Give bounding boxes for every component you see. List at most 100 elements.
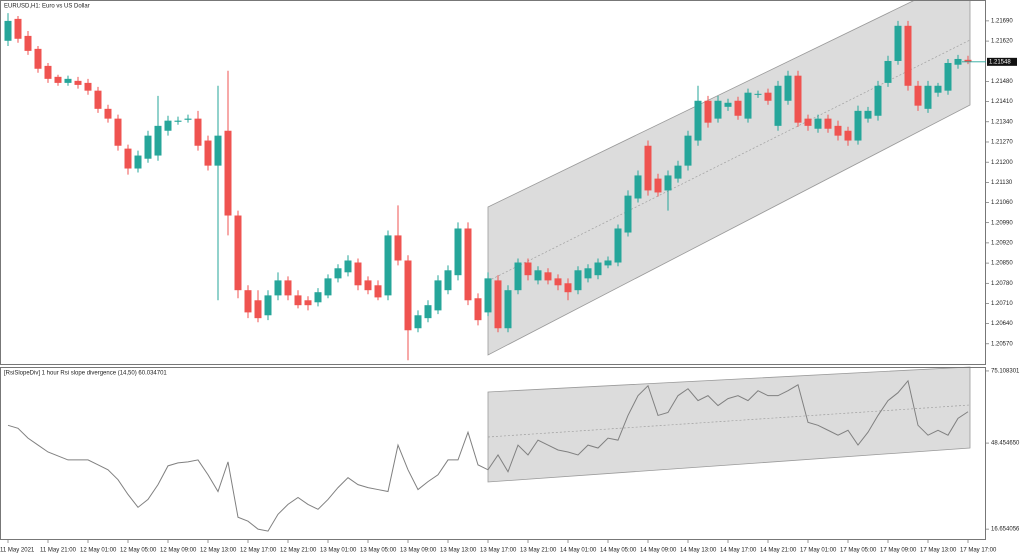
candle-body [4,20,12,41]
y-tick-label: 1.20640 [991,321,1013,327]
candle-body [904,25,912,86]
x-tick-label: 17 May 01:00 [800,548,837,554]
x-tick-label: 14 May 01:00 [560,548,597,554]
y-tick-label: 75.108301 [991,369,1020,375]
x-tick-label: 12 May 17:00 [240,548,277,554]
x-tick-label: 14 May 17:00 [720,548,757,554]
candle-body [424,305,432,319]
candle-body [434,280,442,311]
price-pane [0,0,986,365]
candle-body [584,268,592,279]
candle-body [464,228,472,301]
y-tick-label: 1.21480 [991,79,1013,85]
candle-body [654,178,662,193]
candle-body [104,108,112,119]
candle-body [874,85,882,116]
candle-body [204,140,212,166]
x-tick-label: 12 May 01:00 [80,548,117,554]
x-tick-label: 13 May 09:00 [400,548,437,554]
candle-body [694,100,702,141]
candle-body [934,85,942,93]
last-price-box [987,57,1017,66]
candle-body [124,148,132,169]
candle-body [454,228,462,276]
candle-body [444,270,452,291]
candle-body [844,130,852,141]
x-tick-label: 13 May 13:00 [440,548,477,554]
y-tick-label: 1.20780 [991,281,1013,287]
candle-body [744,92,752,119]
candle-body [264,295,272,316]
x-tick-label: 12 May 13:00 [200,548,237,554]
candle-body [84,82,92,91]
candle-body [224,130,232,216]
candle-body [214,135,222,166]
candle-body [74,80,82,85]
y-tick-label: 1.21060 [991,200,1013,206]
candle-body [674,165,682,179]
candle-body [964,59,972,62]
y-tick-label: 1.21130 [991,180,1013,186]
x-tick-label: 11 May 21:00 [40,548,77,554]
y-tick-label: 1.20850 [991,261,1013,267]
candle-body [764,92,772,101]
candle-body [274,280,282,296]
candle-body [34,48,42,69]
x-tick-label: 13 May 01:00 [320,548,357,554]
candle-body [44,65,52,79]
y-tick-label: 1.20990 [991,220,1013,226]
x-tick-label: 17 May 17:00 [960,548,997,554]
candle-body [14,18,22,39]
indicator-channel [487,366,971,483]
candle-body [134,155,142,169]
candle-body [374,285,382,298]
candle-body [514,262,522,291]
candle-body [614,228,622,263]
x-tick-label: 14 May 09:00 [640,548,677,554]
candle-body [254,300,262,319]
candle-body [314,292,322,303]
candle-body [594,262,602,276]
candle-body [834,125,842,136]
candle-body [64,78,72,83]
candle-body [234,215,242,291]
candle-body [754,93,762,95]
candle-body [544,272,552,281]
candle-body [184,118,192,120]
x-tick-label: 17 May 09:00 [880,548,917,554]
candle-body [634,175,642,199]
candle-body [684,135,692,166]
y-tick-label: 48.454650 [991,441,1020,447]
candle-body [364,280,372,291]
x-tick-label: 14 May 13:00 [680,548,717,554]
y-tick-label: 1.21340 [991,119,1013,125]
x-tick-label: 14 May 05:00 [600,548,637,554]
candle-body [574,270,582,291]
x-tick-label: 12 May 09:00 [160,548,197,554]
candle-body [194,118,202,146]
y-tick-label: 1.21270 [991,140,1013,146]
candle-body [394,235,402,261]
candle-body [944,62,952,91]
candle-body [244,290,252,313]
candle-body [284,280,292,296]
candle-body [794,75,802,123]
candle-body [504,290,512,329]
x-tick-label: 12 May 21:00 [280,548,317,554]
y-tick-label: 1.20710 [991,301,1013,307]
candle-body [534,270,542,281]
candle-body [824,118,832,129]
candle-body [564,283,572,293]
candle-body [354,262,362,286]
candle-body [884,60,892,83]
candle-body [494,280,502,329]
y-tick-label: 1.21410 [991,99,1013,105]
y-tick-label: 1.21200 [991,160,1013,166]
candle-body [604,260,612,266]
candle-body [724,102,732,107]
indicator-line [7,379,969,532]
x-tick-label: 17 May 05:00 [840,548,877,554]
candle-body [734,100,742,116]
indicator-channel-mid [487,404,971,438]
candle-body [324,278,332,296]
